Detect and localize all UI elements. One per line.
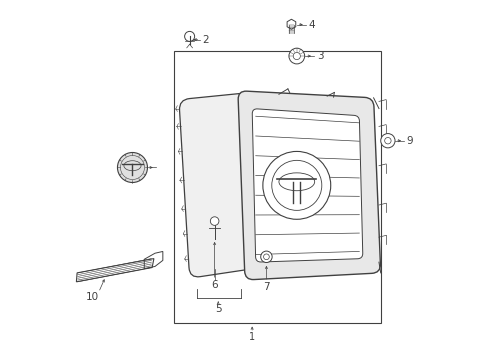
Bar bbox=[173, 51, 381, 323]
Text: 1: 1 bbox=[249, 332, 255, 342]
Circle shape bbox=[210, 217, 219, 225]
Text: 4: 4 bbox=[309, 19, 316, 30]
Text: 5: 5 bbox=[215, 304, 221, 314]
Text: 6: 6 bbox=[211, 280, 218, 290]
Circle shape bbox=[261, 251, 272, 262]
Text: 10: 10 bbox=[86, 292, 98, 302]
PathPatch shape bbox=[179, 94, 261, 277]
Text: 8: 8 bbox=[138, 162, 145, 172]
PathPatch shape bbox=[252, 109, 363, 262]
Circle shape bbox=[289, 48, 305, 64]
Circle shape bbox=[185, 31, 195, 41]
Text: 9: 9 bbox=[406, 136, 413, 146]
Text: 7: 7 bbox=[263, 282, 270, 292]
Text: 3: 3 bbox=[317, 51, 323, 61]
Circle shape bbox=[263, 152, 331, 219]
Text: 2: 2 bbox=[202, 35, 209, 45]
PathPatch shape bbox=[238, 91, 380, 280]
Circle shape bbox=[118, 153, 147, 183]
Circle shape bbox=[381, 134, 395, 148]
